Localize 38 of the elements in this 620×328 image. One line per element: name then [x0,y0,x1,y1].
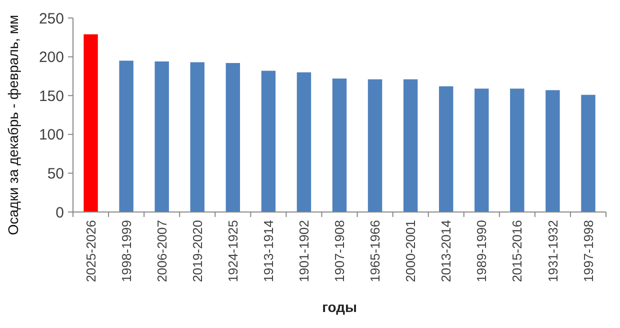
bar [438,86,454,212]
bar [332,78,347,212]
y-tick-label: 250 [38,10,64,28]
x-tick-label: 1913-1914 [260,220,276,282]
x-tick-label: 2015-2016 [510,220,525,282]
y-tick-label: 50 [47,165,64,182]
x-axis-title: годы [322,299,357,315]
bar [474,88,489,212]
bar [119,60,134,212]
x-tick-label: 2019-2020 [190,220,205,282]
bar [154,61,169,212]
y-tick-label: 100 [38,126,64,144]
x-tick-label: 2006-2007 [154,220,170,282]
bar [546,90,560,212]
bar [190,62,204,212]
y-tick-label: 0 [56,204,64,222]
bar [261,70,276,212]
bar [581,94,596,212]
x-tick-label: 2025-2026 [83,220,98,282]
y-axis-title: Осадки за декабрь - февраль, мм [5,14,21,236]
x-tick-label: 1901-1902 [296,220,312,282]
x-tick-label: 2000-2001 [403,220,418,282]
x-tick-label: 1924-1925 [225,220,240,282]
y-tick-label: 150 [38,88,64,105]
x-tick-label: 1997-1998 [580,220,596,282]
bar [510,88,524,212]
x-tick-label: 1931-1932 [545,220,560,282]
x-tick-label: 1907-1908 [332,220,348,282]
bar [296,72,312,212]
bar [226,63,240,212]
y-tick-label: 200 [38,49,64,66]
x-tick-label: 2013-2014 [438,220,454,282]
bar [368,79,382,212]
x-tick-label: 1965-1966 [368,220,383,282]
bar [84,34,98,212]
x-tick-label: 1998-1999 [118,220,134,282]
x-tick-label: 1989-1990 [474,220,490,282]
bar [403,79,418,212]
